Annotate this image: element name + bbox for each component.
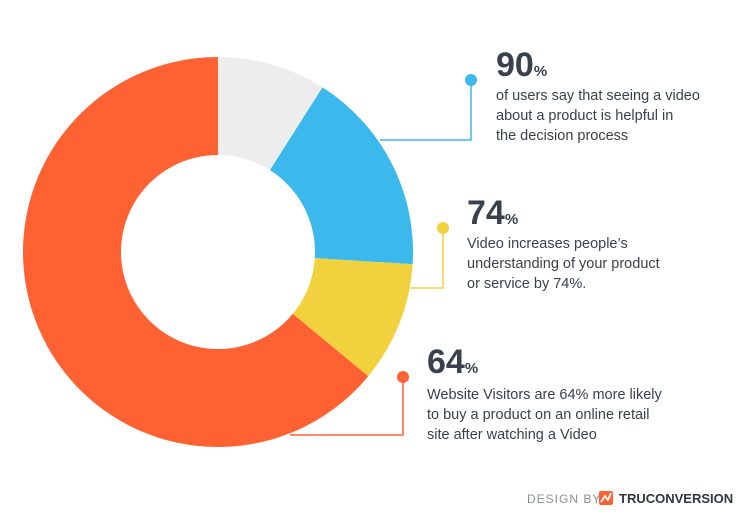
stat-text: to buy a product on an online retail [427, 407, 649, 423]
stat: 90% [496, 46, 547, 84]
dot [397, 371, 409, 383]
footer-prefix: DESIGN BY [527, 492, 601, 506]
stat-number: 90 [496, 46, 534, 84]
connector [410, 228, 444, 289]
stat-text: the decision process [496, 128, 628, 144]
stat-unit: % [505, 211, 518, 228]
stat-text: Website Visitors are 64% more likely [427, 387, 663, 403]
footer-brand: TRUCONVERSION [619, 491, 733, 506]
stat-text: understanding of your product [467, 256, 660, 272]
stat: 64% [427, 343, 478, 381]
connector [380, 80, 472, 141]
donut-segment [292, 258, 413, 377]
stat-text: or service by 74%. [467, 276, 586, 292]
logo [599, 491, 613, 505]
connectors [290, 80, 472, 436]
stat-unit: % [534, 63, 547, 80]
stat: 74% [467, 194, 518, 232]
stat-text: of users say that seeing a video [496, 88, 700, 104]
stat-number: 74 [467, 194, 505, 232]
stat-unit: % [465, 360, 478, 377]
connector [290, 377, 404, 436]
dot [437, 222, 449, 234]
dot [465, 74, 477, 86]
stat-number: 64 [427, 343, 465, 381]
donut [22, 57, 414, 447]
stat-text: about a product is helpful in [496, 108, 673, 124]
stat-text: Video increases people’s [467, 236, 628, 252]
donut-segment [218, 57, 323, 171]
donut-segment [22, 57, 369, 447]
donut-segment [269, 87, 414, 265]
stat-text: site after watching a Video [427, 427, 597, 443]
